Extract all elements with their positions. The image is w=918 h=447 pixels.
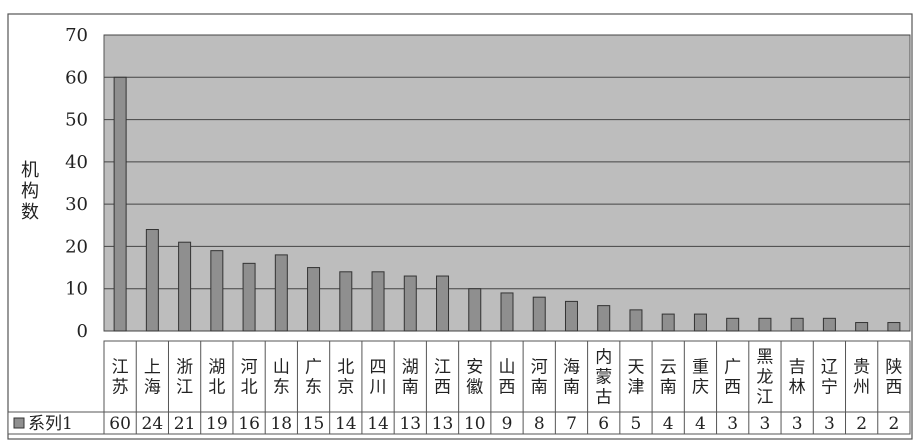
table-category-row bbox=[103, 340, 911, 413]
x-category-label: 安徽 bbox=[466, 358, 483, 398]
y-tick-label: 30 bbox=[65, 194, 88, 215]
x-category-label: 湖南 bbox=[402, 358, 419, 398]
x-category-label: 浙江 bbox=[176, 358, 193, 398]
bar-海南 bbox=[564, 300, 578, 332]
x-category-label: 陕西 bbox=[885, 358, 902, 398]
table-value-label: 5 bbox=[631, 414, 642, 434]
bar-陕西 bbox=[887, 322, 901, 332]
bar-云南 bbox=[661, 313, 675, 332]
bar-上海 bbox=[145, 229, 159, 332]
bar-安徽 bbox=[468, 288, 482, 332]
table-value-label: 7 bbox=[566, 414, 577, 434]
table-value-label: 3 bbox=[727, 414, 738, 434]
table-value-label: 60 bbox=[109, 414, 131, 434]
table-value-label: 16 bbox=[238, 414, 260, 434]
table-value-label: 18 bbox=[270, 414, 292, 434]
table-value-label: 19 bbox=[206, 414, 228, 434]
x-category-label: 上海 bbox=[144, 358, 161, 398]
x-category-label: 四川 bbox=[370, 358, 387, 398]
bar-贵州 bbox=[855, 322, 869, 332]
bar-北京 bbox=[339, 271, 353, 332]
table-value-label: 14 bbox=[367, 414, 389, 434]
table-value-label: 15 bbox=[303, 414, 325, 434]
table-value-label: 8 bbox=[534, 414, 545, 434]
y-tick-label: 0 bbox=[77, 321, 88, 342]
bar-河南 bbox=[532, 296, 546, 332]
y-tick-label: 20 bbox=[65, 236, 88, 257]
bar-江苏 bbox=[113, 76, 127, 332]
y-tick-label: 50 bbox=[65, 110, 88, 131]
legend-series-name: 系列1 bbox=[28, 414, 73, 434]
bar-浙江 bbox=[178, 241, 192, 332]
plot-area bbox=[103, 34, 911, 332]
bar-山西 bbox=[500, 292, 514, 332]
x-category-label: 广东 bbox=[305, 358, 322, 398]
y-tick-label: 70 bbox=[65, 25, 88, 46]
table-value-label: 3 bbox=[760, 414, 771, 434]
x-category-label: 广西 bbox=[724, 358, 741, 398]
x-category-label: 北京 bbox=[337, 358, 354, 398]
x-category-label: 海南 bbox=[563, 358, 580, 398]
table-value-label: 21 bbox=[174, 414, 196, 434]
bar-广西 bbox=[726, 317, 740, 332]
x-category-label: 河北 bbox=[241, 358, 258, 398]
bar-吉林 bbox=[790, 317, 804, 332]
table-value-label: 2 bbox=[856, 414, 867, 434]
table-value-label: 3 bbox=[824, 414, 835, 434]
x-category-label: 天津 bbox=[627, 358, 644, 398]
table-value-label: 24 bbox=[142, 414, 164, 434]
x-category-label: 重庆 bbox=[692, 358, 709, 398]
table-value-label: 14 bbox=[335, 414, 357, 434]
bar-四川 bbox=[371, 271, 385, 332]
table-value-label: 4 bbox=[695, 414, 706, 434]
table-value-label: 2 bbox=[888, 414, 899, 434]
x-category-label: 湖北 bbox=[208, 358, 225, 398]
x-category-label: 河南 bbox=[531, 358, 548, 398]
y-axis-title: 机构数 bbox=[21, 160, 39, 223]
bar-广东 bbox=[307, 267, 321, 332]
y-tick-label: 60 bbox=[65, 67, 88, 88]
x-category-label: 山西 bbox=[499, 358, 516, 398]
table-value-label: 6 bbox=[598, 414, 609, 434]
table-value-label: 4 bbox=[663, 414, 674, 434]
x-category-label: 黑龙江 bbox=[756, 348, 773, 408]
table-value-label: 9 bbox=[502, 414, 513, 434]
y-tick-label: 10 bbox=[65, 279, 88, 300]
table-value-label: 13 bbox=[399, 414, 421, 434]
bar-重庆 bbox=[693, 313, 707, 332]
bar-河北 bbox=[242, 262, 256, 332]
bar-辽宁 bbox=[822, 317, 836, 332]
x-category-label: 云南 bbox=[660, 358, 677, 398]
x-category-label: 内蒙古 bbox=[595, 348, 612, 408]
legend-swatch bbox=[13, 417, 25, 429]
x-category-label: 辽宁 bbox=[821, 358, 838, 398]
x-category-label: 山东 bbox=[273, 358, 290, 398]
table-value-label: 13 bbox=[432, 414, 454, 434]
bar-内蒙古 bbox=[597, 305, 611, 332]
y-tick-label: 40 bbox=[65, 152, 88, 173]
bar-江西 bbox=[436, 275, 450, 332]
bar-湖南 bbox=[403, 275, 417, 332]
table-value-label: 10 bbox=[464, 414, 486, 434]
x-category-label: 江西 bbox=[434, 358, 451, 398]
table-value-label: 3 bbox=[792, 414, 803, 434]
bar-黑龙江 bbox=[758, 317, 772, 332]
bar-天津 bbox=[629, 309, 643, 332]
bar-湖北 bbox=[210, 250, 224, 332]
x-category-label: 江苏 bbox=[112, 358, 129, 398]
x-category-label: 贵州 bbox=[853, 358, 870, 398]
bar-山东 bbox=[274, 254, 288, 332]
x-category-label: 吉林 bbox=[789, 358, 806, 398]
